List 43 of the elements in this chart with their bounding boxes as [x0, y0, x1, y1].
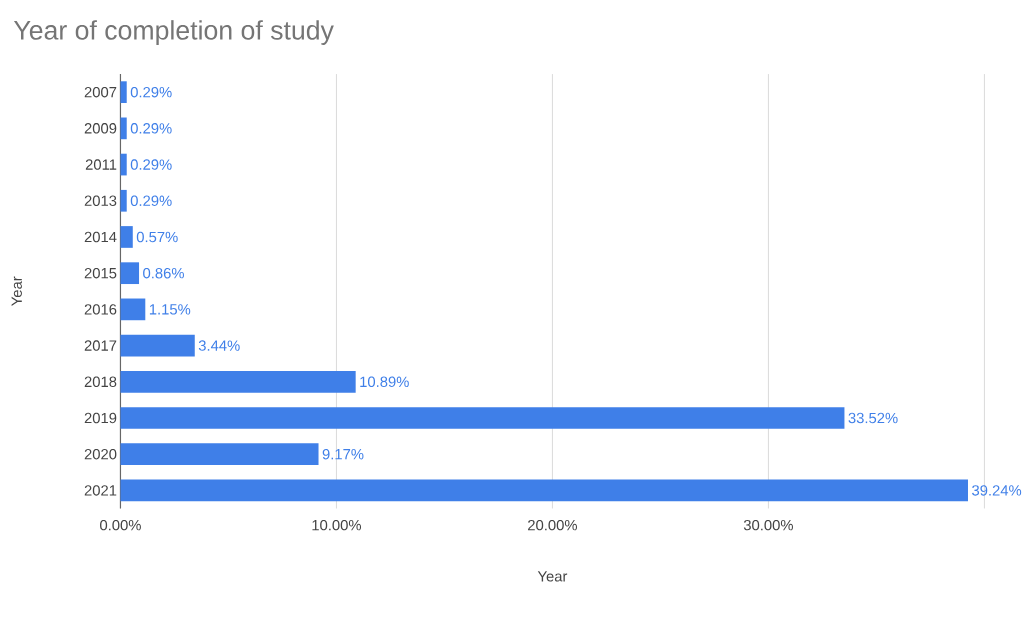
y-tick-label: 2016	[84, 304, 117, 315]
x-tick-label: 30.00%	[743, 519, 793, 531]
data-label: 9.17%	[322, 448, 364, 460]
y-tick-label: 2020	[84, 448, 117, 460]
y-tick-label: 2011	[85, 159, 117, 170]
y-tick-label: 2007	[84, 86, 117, 98]
bar	[120, 407, 845, 429]
bar	[120, 334, 195, 357]
data-label: 1.15%	[149, 304, 191, 315]
x-tick-label: 0.00%	[100, 519, 141, 531]
chart-title: Year of completion of study	[13, 20, 334, 45]
data-label: 0.29%	[130, 86, 172, 98]
bar	[120, 443, 319, 466]
data-label: 0.86%	[143, 267, 184, 279]
data-label: 33.52%	[848, 412, 898, 424]
bar	[120, 153, 127, 176]
data-label: 0.29%	[130, 195, 172, 207]
y-axis-title: Year	[11, 276, 22, 306]
y-tick-label: 2009	[84, 123, 117, 134]
y-tick-label: 2015	[84, 267, 117, 279]
x-axis-title: Year	[537, 571, 568, 582]
bar	[120, 189, 127, 212]
data-label: 3.44%	[198, 340, 240, 351]
data-label: 0.29%	[130, 123, 172, 134]
y-tick-label: 2014	[84, 231, 117, 243]
bar	[120, 117, 127, 140]
data-label: 0.29%	[130, 159, 172, 170]
y-tick-label: 2013	[84, 195, 117, 207]
y-tick-label: 2019	[84, 412, 117, 424]
bar	[120, 262, 140, 285]
bar	[120, 81, 127, 104]
y-tick-label: 2017	[84, 340, 117, 351]
y-tick-label: 2021	[84, 485, 117, 496]
x-tick-label: 20.00%	[528, 519, 578, 531]
data-label: 10.89%	[360, 376, 409, 388]
data-label: 0.57%	[136, 231, 178, 243]
data-label: 39.24%	[972, 485, 1022, 496]
bar	[120, 298, 146, 321]
bar	[120, 370, 356, 393]
x-tick-label: 10.00%	[312, 519, 362, 531]
y-tick-label: 2018	[84, 376, 117, 388]
bar	[120, 479, 968, 502]
bar	[120, 226, 133, 248]
